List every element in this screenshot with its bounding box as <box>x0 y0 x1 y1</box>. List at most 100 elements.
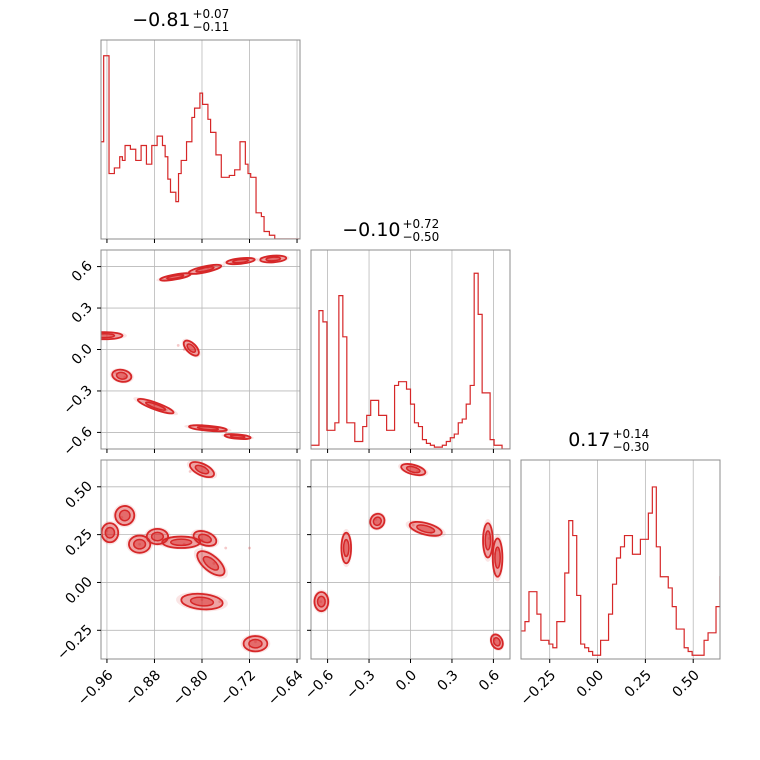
contour-level-2 <box>484 530 492 551</box>
panel-2-2 <box>520 459 721 663</box>
contour-fill-outer <box>112 503 137 528</box>
y-tick-label: −0.3 <box>60 382 95 417</box>
y-tick-label: 0.50 <box>62 478 95 511</box>
contour-level-2 <box>186 343 197 354</box>
panel-frame <box>100 39 301 240</box>
contour-level-1 <box>491 537 504 578</box>
contour-level-2 <box>132 538 147 550</box>
contour-level-2 <box>118 509 131 522</box>
contour-level-2 <box>197 533 212 544</box>
contour-level-2 <box>202 555 220 571</box>
contour-level-2 <box>166 274 185 280</box>
contour-level-2 <box>416 524 436 534</box>
contour-level-2 <box>195 266 215 273</box>
contour-level-2 <box>229 434 246 439</box>
contour-level-2 <box>101 332 116 339</box>
x-tick-label: −0.88 <box>122 667 164 709</box>
panel-1-0 <box>97 249 301 453</box>
y-tick-label: 0.6 <box>69 258 96 285</box>
title-plus-1: +0.72 <box>403 217 440 231</box>
contour-level-1 <box>161 535 202 549</box>
title-minus-1: −0.50 <box>403 230 440 244</box>
x-tick-label: 0.00 <box>574 667 607 700</box>
contour-level-1 <box>242 635 269 653</box>
contour-fill-outer <box>181 338 201 358</box>
contour-level-2 <box>104 526 116 539</box>
scatter-point <box>138 542 142 546</box>
scatter-point <box>212 561 216 565</box>
scatter-point <box>188 470 192 473</box>
panel-0-0 <box>100 39 301 243</box>
contour-level-1 <box>128 534 152 554</box>
y-tick-label: −0.25 <box>54 622 96 664</box>
contour-level-2 <box>115 371 128 380</box>
x-tick-label: 0.3 <box>435 667 462 694</box>
x-tick-label: −0.25 <box>518 667 560 709</box>
x-tick-label: 0.6 <box>476 667 503 694</box>
contour-fill-outer <box>184 424 232 432</box>
scatter-point <box>218 600 222 603</box>
contour-level-2 <box>248 638 263 649</box>
histogram-param-1 <box>311 272 510 449</box>
y-tick-label: 0.25 <box>62 526 95 559</box>
contour-fill-outer <box>144 526 171 547</box>
scatter-point <box>496 548 499 552</box>
contour-level-2 <box>189 596 215 607</box>
panel-frame <box>520 459 721 660</box>
contour-fill-outer <box>240 634 271 654</box>
y-tick-label: 0.00 <box>62 574 95 607</box>
histogram-param-0 <box>101 55 300 239</box>
contour-level-2 <box>145 401 167 411</box>
x-tick-label: −0.3 <box>343 667 378 702</box>
contour-level-1 <box>340 531 352 565</box>
contour-level-2 <box>492 637 501 647</box>
scatter-point <box>224 546 228 550</box>
contour-fill-outer <box>405 520 446 538</box>
scatter-point <box>254 640 257 644</box>
x-tick-label: −0.80 <box>170 667 212 709</box>
contour-level-1 <box>313 591 330 613</box>
contour-level-2 <box>494 546 501 569</box>
x-tick-label: 0.0 <box>393 667 420 694</box>
x-tick-label: −0.6 <box>302 667 337 702</box>
x-tick-label: −0.72 <box>217 667 259 709</box>
contour-level-1 <box>369 512 386 530</box>
contour-level-1 <box>482 522 494 559</box>
contour-level-2 <box>372 516 382 527</box>
x-tick-label: −0.96 <box>75 667 117 709</box>
contour-fill-outer <box>398 462 429 477</box>
contour-level-2 <box>169 538 193 547</box>
title-plus-0: +0.07 <box>193 7 230 21</box>
contour-level-1 <box>101 522 120 544</box>
contour-fill-outer <box>186 460 218 480</box>
contour-fill-outer <box>312 589 331 614</box>
y-tick-label: 0.0 <box>69 341 96 368</box>
panel-2-1 <box>307 459 511 663</box>
contour-level-1 <box>114 505 136 526</box>
scatter-point <box>319 600 323 603</box>
title-median-0: −0.81 <box>132 9 190 31</box>
x-tick-label: 0.25 <box>622 667 655 700</box>
contour-level-2 <box>405 465 421 474</box>
scatter-point <box>120 516 124 519</box>
contour-level-1 <box>101 331 124 341</box>
contour-level-2 <box>232 258 250 264</box>
scatter-point <box>123 375 127 379</box>
contour-level-2 <box>194 464 210 475</box>
contour-fill-outer <box>133 397 179 416</box>
title-median-1: −0.10 <box>342 219 400 241</box>
panel-2-0 <box>97 459 301 663</box>
contour-level-1 <box>111 368 133 383</box>
panel-frame <box>100 459 301 660</box>
y-tick-label: −0.6 <box>60 424 95 459</box>
contour-level-2 <box>265 256 282 262</box>
y-tick-label: 0.3 <box>69 300 96 327</box>
contour-level-2 <box>196 425 220 431</box>
contour-level-2 <box>150 531 165 542</box>
panel-1-1 <box>310 249 511 453</box>
title-plus-2: +0.14 <box>613 427 650 441</box>
scatter-point <box>200 598 204 602</box>
scatter-point <box>248 546 251 550</box>
x-tick-label: 0.50 <box>669 667 702 700</box>
